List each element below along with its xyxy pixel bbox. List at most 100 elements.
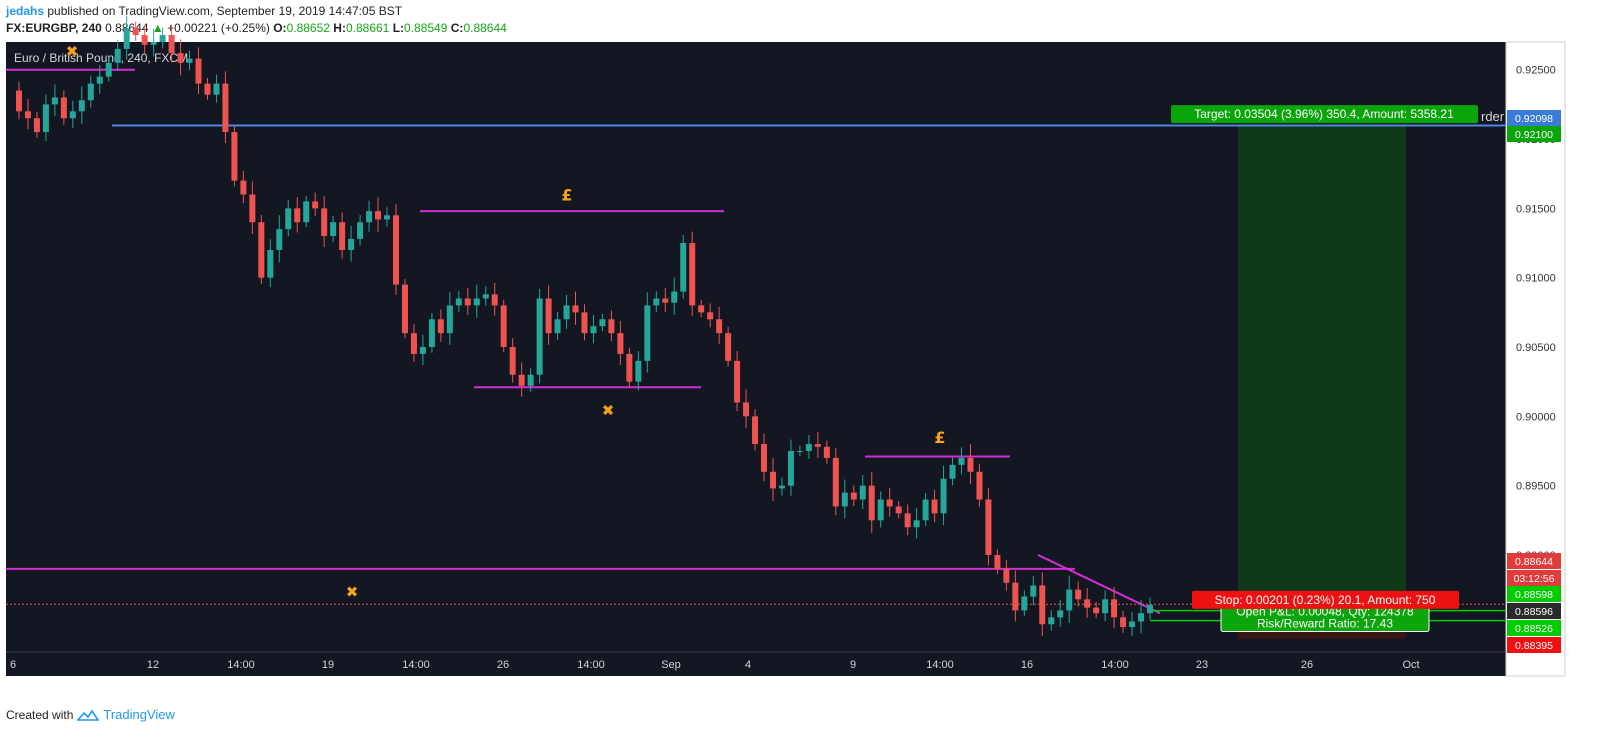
candle-body [859, 485, 866, 500]
candle-body [689, 243, 696, 306]
candle-body [1111, 599, 1118, 618]
candle-body [123, 28, 130, 49]
candle-body [1048, 617, 1055, 625]
candle-body [527, 374, 534, 386]
candle-body [949, 464, 956, 479]
candle-body [1030, 585, 1037, 597]
high-value: 0.88661 [345, 21, 390, 35]
candle-body [823, 446, 830, 458]
candle-body [464, 298, 471, 306]
up-arrow-icon: ▲ [151, 21, 164, 35]
tradingview-brand[interactable]: TradingView [103, 707, 175, 722]
candle-body [114, 48, 121, 63]
time-tick-label: 16 [1021, 659, 1033, 671]
candle-body [554, 319, 561, 334]
candle-body [841, 492, 848, 507]
candle-body [141, 35, 148, 45]
candle-body [581, 312, 588, 334]
candle-body [743, 402, 750, 417]
candle-body [725, 333, 732, 361]
candle-body [213, 83, 220, 95]
candle-body [348, 238, 355, 250]
candle-body [168, 35, 175, 54]
stop-label-box [1192, 590, 1459, 609]
candle-body [787, 450, 794, 486]
candle-body [1084, 599, 1091, 608]
time-tick-label: 14:00 [926, 659, 954, 671]
candle-body [1012, 582, 1019, 611]
candle-body [1039, 585, 1046, 625]
candle-body [796, 450, 803, 452]
symbol-label: FX:EURGBP, 240 [6, 21, 102, 35]
candle-body [832, 457, 839, 507]
cross-marker: ✖ [602, 401, 615, 419]
candle-body [1075, 589, 1082, 600]
candle-body [1138, 613, 1145, 622]
candle-body [330, 222, 337, 237]
candle-body [698, 305, 705, 313]
time-tick-label: 19 [322, 659, 334, 671]
time-tick-label: 4 [745, 659, 751, 671]
low-value: 0.88549 [404, 21, 448, 35]
price-tick-label: 0.91500 [1516, 203, 1556, 215]
candle-body [33, 118, 40, 133]
candle-body [177, 53, 184, 63]
created-with-text: Created with [6, 707, 74, 722]
publish-info: jedahs published on TradingView.com, Sep… [6, 4, 402, 22]
time-tick-label: 6 [10, 659, 16, 671]
pound-marker: £ [934, 428, 945, 447]
candle-body [913, 520, 920, 528]
stop-label: Stop: 0.00201 (0.23%) 20.1, Amount: 750 [1215, 593, 1436, 607]
price-tick-label: 0.91000 [1516, 273, 1556, 285]
candle-body [922, 499, 929, 521]
candle-body [976, 471, 983, 500]
candle-body [671, 291, 678, 303]
candle-body [455, 298, 462, 306]
time-tick-label: 14:00 [402, 659, 430, 671]
risk-reward-label: Risk/Reward Ratio: 17.43 [1257, 616, 1393, 630]
order-label: rder [1481, 109, 1505, 124]
candle-body [357, 222, 364, 239]
candle-body [60, 97, 67, 119]
candle-body [339, 222, 346, 250]
candle-body [895, 506, 902, 514]
candle-body [931, 499, 938, 514]
candle-body [24, 111, 31, 119]
candle-body [635, 360, 642, 382]
candle-body [366, 211, 373, 223]
candle-body [473, 298, 480, 306]
candle-body [384, 215, 391, 220]
close-label: C: [450, 21, 464, 35]
price-axis-label: 0.88395 [1515, 640, 1553, 652]
candle-body [805, 444, 812, 451]
trend-line [1037, 554, 1161, 615]
published-text: published on TradingView.com, September … [47, 4, 403, 18]
time-tick-label: 14:00 [1101, 659, 1129, 671]
price-tick-label: 0.89500 [1516, 481, 1556, 493]
candle-body [1129, 621, 1136, 628]
candle-body [401, 284, 408, 334]
candle-body [204, 83, 211, 95]
candle-body [680, 243, 687, 292]
time-tick-label: 12 [147, 659, 159, 671]
candle-body [428, 319, 435, 347]
price-axis-label: 0.88644 [1515, 556, 1553, 568]
candle-body [231, 132, 238, 181]
price-axis-label-box [1507, 620, 1561, 636]
candle-body [222, 83, 229, 133]
author-link[interactable]: jedahs [6, 4, 45, 18]
time-tick-label: Oct [1402, 659, 1419, 671]
candle-body [267, 249, 274, 278]
candle-body [572, 305, 579, 313]
target-label-box [1171, 105, 1478, 124]
candle-body [105, 62, 112, 77]
candle-body [96, 76, 103, 84]
time-tick-label: 23 [1196, 659, 1208, 671]
open-value: 0.88652 [286, 21, 330, 35]
candle-body [392, 215, 399, 285]
candle-body [410, 333, 417, 354]
candle-body [958, 457, 965, 465]
candle-body [734, 360, 741, 403]
candle-body [1147, 604, 1153, 614]
